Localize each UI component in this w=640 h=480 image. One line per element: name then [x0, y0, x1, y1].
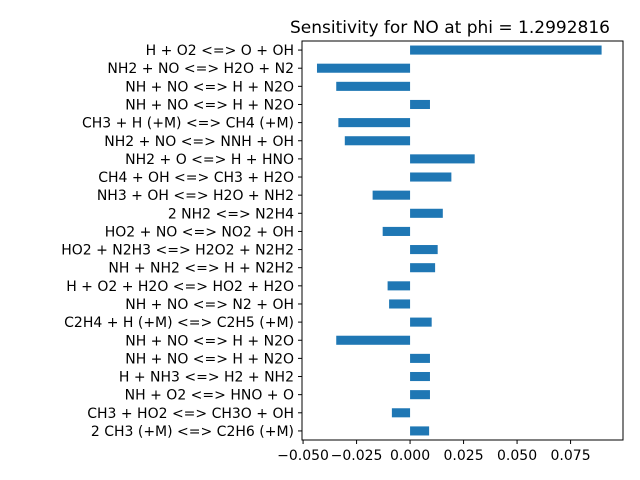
bar	[410, 390, 430, 400]
bar	[410, 263, 436, 273]
x-axis: −0.050 −0.025 0.000 0.025 0.050 0.075	[277, 440, 591, 464]
y-tick-label: 2 NH2 <=> N2H4	[168, 206, 294, 222]
bars	[316, 45, 602, 436]
bar	[410, 208, 443, 218]
bar	[410, 353, 430, 363]
y-tick-label: 2 CH3 (+M) <=> C2H6 (+M)	[91, 424, 294, 440]
bar	[316, 63, 411, 73]
y-tick-label: CH4 + OH <=> CH3 + H2O	[98, 170, 294, 186]
y-tick-label: H + O2 + H2O <=> HO2 + H2O	[66, 279, 294, 295]
bar	[372, 190, 411, 200]
bar	[410, 426, 430, 436]
y-tick-label: NH + NO <=> H + N2O	[125, 333, 294, 349]
bar	[410, 99, 430, 110]
chart-title: Sensitivity for NO at phi = 1.2992816	[290, 18, 610, 38]
y-tick-label: NH + O2 <=> HNO + O	[125, 388, 294, 404]
bar	[410, 172, 452, 182]
bar	[410, 371, 430, 382]
x-tick-label: 0.050	[497, 448, 537, 464]
y-tick-label: CH3 + H (+M) <=> CH4 (+M)	[82, 116, 294, 132]
y-tick-label: HO2 + N2H3 <=> H2O2 + N2H2	[61, 243, 294, 259]
y-tick-label: NH3 + OH <=> H2O + NH2	[97, 188, 294, 204]
y-axis: H + O2 <=> O + OH NH2 + NO <=> H2O + N2 NH…	[61, 43, 302, 440]
y-tick-label: NH + NO <=> N2 + OH	[125, 297, 294, 313]
bar	[410, 154, 475, 164]
bar	[410, 45, 602, 55]
x-tick-label: 0.000	[390, 448, 430, 464]
bar	[387, 281, 411, 291]
y-tick-label: C2H4 + H (+M) <=> C2H5 (+M)	[64, 315, 294, 331]
x-tick-label: 0.025	[444, 448, 484, 464]
bar	[336, 81, 411, 91]
bar	[336, 335, 411, 345]
bar	[338, 118, 411, 128]
y-tick-label: NH2 + NO <=> H2O + N2	[107, 61, 294, 77]
y-tick-label: NH + NO <=> H + N2O	[125, 97, 294, 113]
bar	[410, 245, 438, 255]
bar	[344, 136, 411, 146]
y-tick-label: NH2 + NO <=> NNH + OH	[104, 134, 294, 150]
x-tick-label: −0.025	[331, 448, 383, 464]
y-tick-label: HO2 + NO <=> NO2 + OH	[105, 224, 294, 240]
y-tick-label: NH + NH2 <=> H + N2H2	[108, 261, 294, 277]
y-tick-label: NH + NO <=> H + N2O	[125, 351, 294, 367]
y-tick-label: H + O2 <=> O + OH	[146, 43, 294, 59]
bar	[391, 408, 411, 418]
y-tick-label: H + NH3 <=> H2 + NH2	[119, 370, 294, 386]
bar	[410, 317, 432, 327]
y-tick-label: NH2 + O <=> H + HNO	[125, 152, 294, 168]
bar	[389, 299, 411, 309]
y-tick-label: NH + NO <=> H + N2O	[125, 79, 294, 95]
y-tick-label: CH3 + HO2 <=> CH3O + OH	[87, 406, 294, 422]
x-tick-label: −0.050	[277, 448, 329, 464]
bar	[382, 226, 411, 236]
plot-frame	[301, 40, 624, 441]
x-tick-label: 0.075	[551, 448, 591, 464]
